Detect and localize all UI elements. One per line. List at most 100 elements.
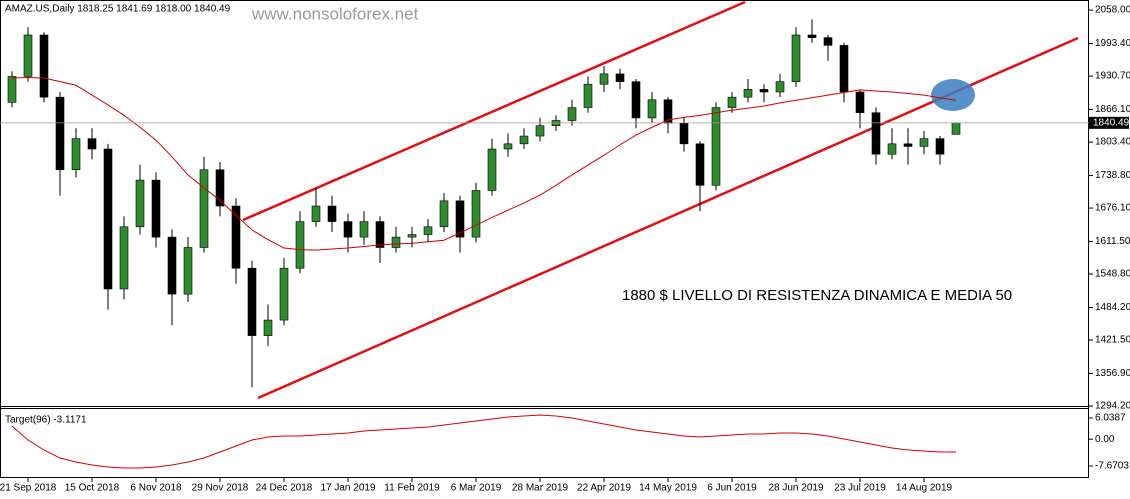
candle-body [455, 200, 465, 238]
candle-body [375, 221, 385, 248]
chart-title: AMAZ.US,Daily 1818.25 1841.69 1818.00 18… [5, 4, 231, 15]
last-price-box [1089, 116, 1129, 129]
candle-body [439, 200, 449, 228]
x-tick-label: 14 May 2019 [639, 483, 697, 494]
candle-body [567, 107, 577, 121]
candle-body [119, 226, 129, 290]
candle-body [535, 125, 545, 137]
y-tick-label: 1676.10 [1095, 203, 1130, 214]
candle-body [951, 122, 961, 135]
annotation: 1880 $ LIVELLO DI RESISTENZA DINAMICA E … [622, 287, 1012, 304]
candle-body [167, 236, 177, 295]
moving-average [11, 76, 957, 251]
candle-body [199, 169, 209, 248]
candle-body [631, 81, 641, 119]
candle-body [231, 205, 241, 269]
candle-body [55, 96, 65, 171]
y-tick-label: 1356.90 [1095, 368, 1130, 379]
candle-body [695, 143, 705, 186]
x-tick-label: 11 Feb 2019 [384, 483, 440, 494]
x-tick-label: 29 Nov 2018 [192, 483, 249, 494]
y-tick-label: 1294.20 [1095, 401, 1130, 412]
candle-body [903, 143, 913, 147]
y-tick-label: 1803.40 [1095, 137, 1130, 148]
x-tick-label: 6 Jun 2019 [707, 483, 757, 494]
candle-body [135, 179, 145, 228]
x-tick-label: 6 Mar 2019 [451, 483, 502, 494]
candle-body [279, 267, 289, 321]
candle-body [423, 226, 433, 235]
candle-body [103, 148, 113, 290]
channel-upper-line [242, 0, 746, 222]
candle-body [151, 179, 161, 238]
y-tick-label: 1611.50 [1095, 236, 1130, 247]
candle-body [7, 76, 17, 103]
candle-body [71, 138, 81, 171]
candle-body [407, 234, 417, 238]
y-tick-label: 6.0387 [1095, 413, 1126, 424]
candle-body [215, 169, 225, 207]
x-tick-label: 14 Aug 2019 [896, 483, 953, 494]
y-tick-label: 1548.80 [1095, 269, 1130, 280]
x-tick-label: 28 Jun 2019 [768, 483, 823, 494]
watermark: www.nonsoloforex.net [251, 4, 419, 23]
candle-body [871, 112, 881, 155]
y-tick-label: 1993.40 [1095, 38, 1130, 49]
indicator-line [11, 414, 956, 469]
y-tick-label: 1421.50 [1095, 335, 1130, 346]
candle-body [519, 135, 529, 145]
candle-body [23, 34, 33, 77]
candle-body [743, 89, 753, 98]
y-tick-label: 1484.20 [1095, 302, 1130, 313]
candle-body [183, 247, 193, 295]
x-tick-label: 28 Mar 2019 [512, 483, 569, 494]
candle-body [679, 122, 689, 145]
y-tick-label: 2058.00 [1095, 5, 1130, 16]
candle-body [615, 73, 625, 82]
candle-body [487, 148, 497, 191]
x-tick-label: 24 Dec 2018 [256, 483, 313, 494]
candle-body [727, 96, 737, 108]
candle-body [359, 221, 369, 238]
plot-frame [0, 0, 1089, 478]
candle-body [327, 205, 337, 222]
candle-body [471, 190, 481, 238]
candle-body [263, 319, 273, 336]
candle-body [39, 34, 49, 98]
highlight-ellipse [931, 79, 975, 111]
candle-body [919, 138, 929, 147]
candle-body [775, 81, 785, 93]
candle-body [295, 221, 305, 269]
candle-body [583, 83, 593, 108]
candle-body [759, 89, 769, 93]
candle-body [839, 45, 849, 93]
x-tick-label: 15 Oct 2018 [65, 483, 120, 494]
last-price-label: 1840.49 [1093, 117, 1130, 128]
candle-body [647, 99, 657, 119]
candle-body [887, 143, 897, 155]
candle-body [823, 37, 833, 46]
y-tick-label: 1738.80 [1095, 170, 1130, 181]
marks [0, 19, 1089, 469]
candle-body [711, 107, 721, 186]
candle-body [791, 34, 801, 82]
x-tick-label: 21 Sep 2018 [0, 483, 57, 494]
candle-body [855, 91, 865, 114]
indicator-title: Target(96) -3.1171 [5, 415, 87, 426]
candle-body [807, 34, 817, 38]
candle-body [247, 267, 257, 336]
y-tick-label: -7.6703 [1095, 461, 1129, 472]
y-tick-label: 0.00 [1095, 434, 1115, 445]
x-tick-label: 22 Apr 2019 [577, 483, 631, 494]
candle-body [599, 73, 609, 85]
candle-body [935, 138, 945, 155]
y-tick-label: 1930.70 [1095, 71, 1130, 82]
x-tick-label: 6 Nov 2018 [130, 483, 182, 494]
x-tick-label: 23 Jul 2019 [834, 483, 886, 494]
x-tick-label: 17 Jan 2019 [320, 483, 375, 494]
candle-body [87, 138, 97, 150]
candle-body [503, 143, 513, 150]
y-tick-label: 1866.10 [1095, 104, 1130, 115]
